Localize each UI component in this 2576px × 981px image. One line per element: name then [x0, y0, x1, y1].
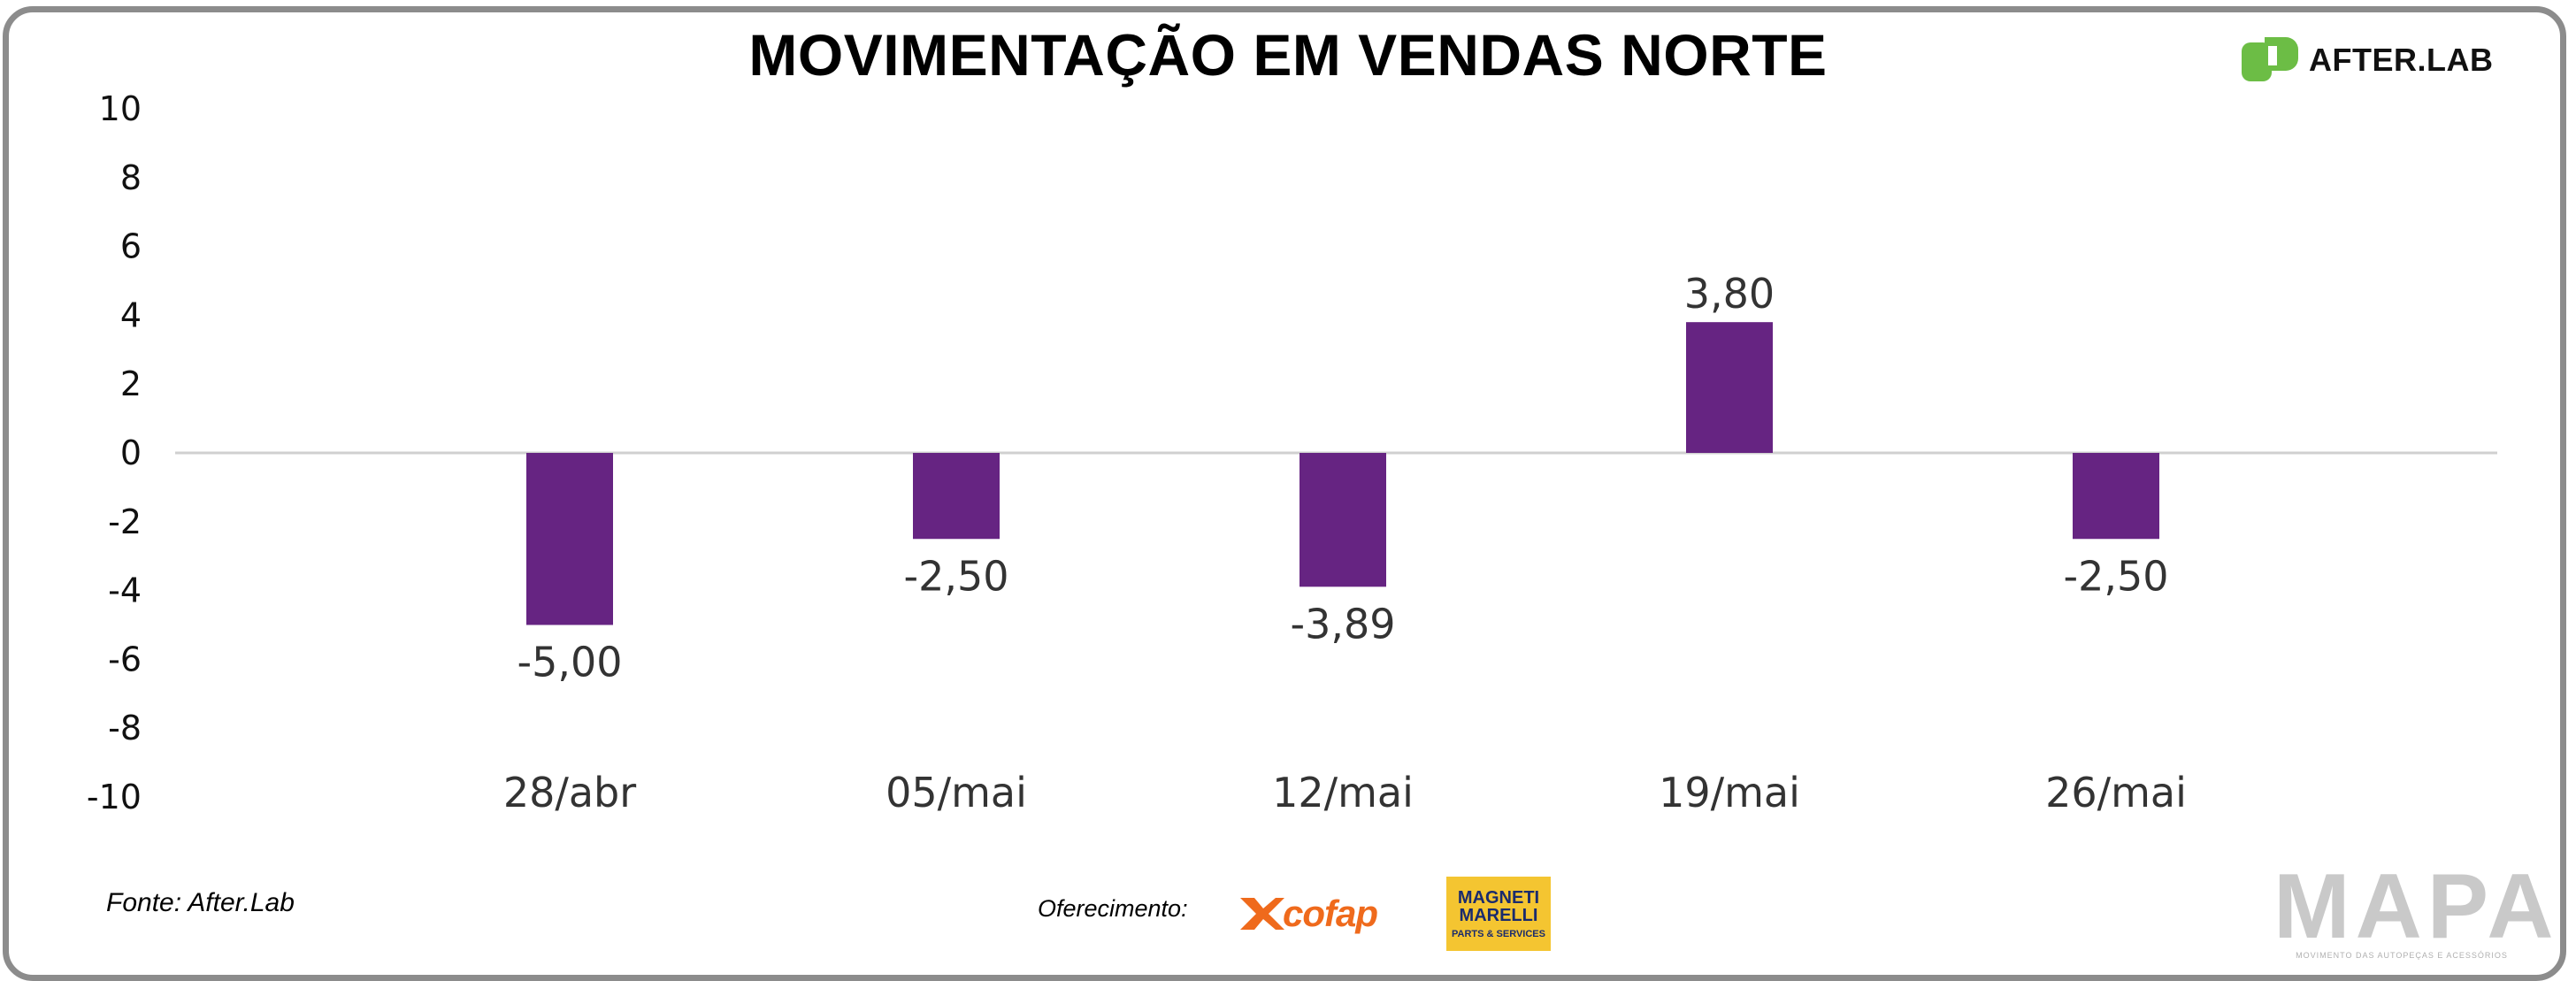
x-axis-labels: 28/abr 05/mai 12/mai 19/mai 26/mai — [503, 769, 2187, 816]
magneti-marelli-line3: PARTS & SERVICES — [1452, 928, 1545, 939]
mapa-logo: MAPA MOVIMENTO DAS AUTOPEÇAS E ACESSÓRIO… — [2273, 855, 2559, 960]
after-lab-leaf-icon — [2242, 37, 2298, 81]
source-note: Fonte: After.Lab — [106, 888, 295, 917]
bars — [526, 322, 2159, 625]
x-tick-label: 19/mai — [1659, 769, 1800, 816]
y-tick-label: -4 — [108, 571, 142, 610]
y-tick-label: 4 — [120, 295, 142, 334]
bar — [913, 453, 1000, 540]
data-label: -2,50 — [903, 552, 1008, 600]
after-lab-logo-text: AFTER.LAB — [2309, 42, 2494, 78]
x-tick-label: 05/mai — [886, 769, 1027, 816]
y-axis-ticks: 10 8 6 4 2 0 -2 -4 -6 -8 -10 — [87, 89, 142, 816]
data-labels: -5,00 -2,50 -3,89 3,80 -2,50 — [517, 270, 2168, 686]
bar — [1686, 322, 1773, 453]
y-tick-label: 0 — [120, 433, 142, 472]
y-tick-label: -2 — [108, 502, 142, 541]
data-label: -3,89 — [1290, 600, 1395, 648]
mapa-logo-title: MAPA — [2273, 855, 2559, 958]
y-tick-label: 2 — [120, 364, 142, 403]
magneti-marelli-line2: MARELLI — [1459, 905, 1538, 925]
y-tick-label: -6 — [108, 640, 142, 678]
y-tick-label: 6 — [120, 227, 142, 266]
bar — [2073, 453, 2159, 540]
data-label: -2,50 — [2063, 552, 2168, 600]
x-tick-label: 26/mai — [2045, 769, 2187, 816]
y-tick-label: -8 — [108, 709, 142, 747]
x-tick-label: 28/abr — [503, 769, 636, 816]
bar — [1300, 453, 1386, 587]
y-tick-label: -10 — [87, 778, 142, 816]
cofap-logo-text: cofap — [1283, 893, 1378, 934]
y-tick-label: 10 — [99, 89, 142, 128]
mapa-logo-subtitle: MOVIMENTO DAS AUTOPEÇAS E ACESSÓRIOS — [2296, 951, 2508, 960]
magneti-marelli-line1: MAGNETI — [1457, 887, 1540, 908]
cofap-logo: cofap — [1237, 889, 1414, 937]
y-tick-label: 8 — [120, 158, 142, 197]
data-label: -5,00 — [517, 639, 622, 686]
bar-chart: 10 8 6 4 2 0 -2 -4 -6 -8 -10 -5,00 -2,50 -3,89 3,80 -2… — [87, 89, 2497, 816]
cofap-x-icon — [1240, 898, 1284, 930]
after-lab-logo: AFTER.LAB — [2238, 34, 2493, 87]
bar — [526, 453, 613, 625]
data-label: 3,80 — [1684, 270, 1775, 318]
x-tick-label: 12/mai — [1272, 769, 1414, 816]
sponsor-label: Oferecimento: — [1038, 895, 1188, 922]
magneti-marelli-logo: MAGNETI MARELLI PARTS & SERVICES — [1446, 877, 1551, 951]
chart-title: MOVIMENTAÇÃO EM VENDAS NORTE — [748, 22, 1828, 88]
